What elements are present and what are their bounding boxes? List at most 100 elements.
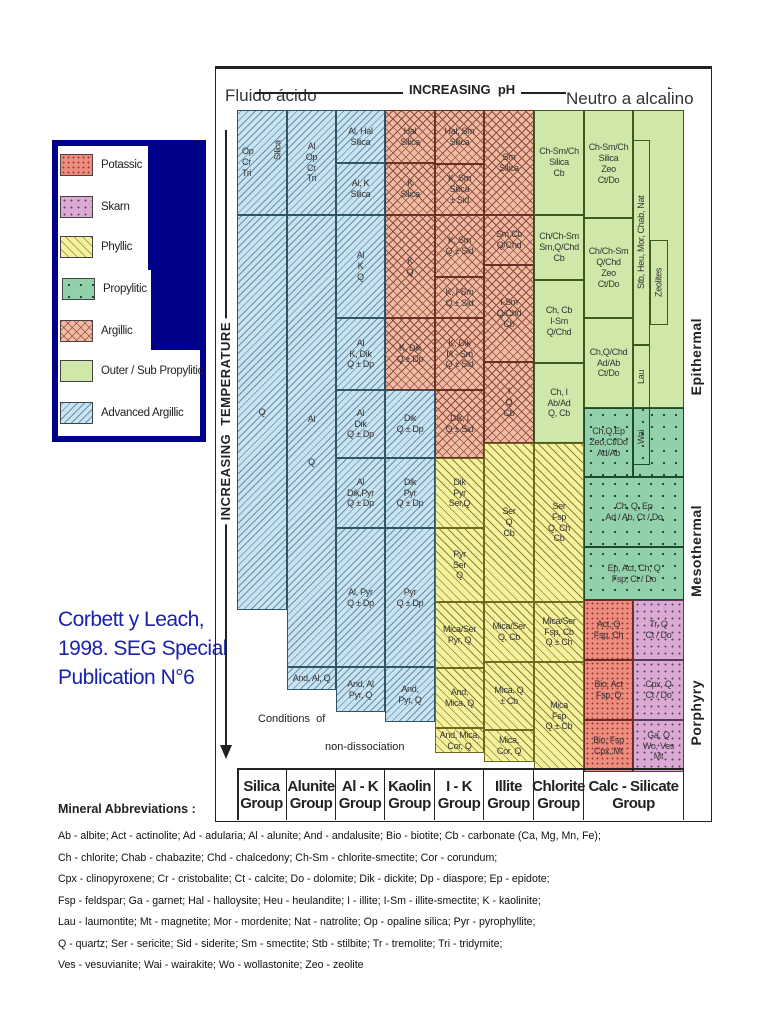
abbreviation-line: Ab - albite; Act - actinolite; Ad - adul… <box>58 830 601 842</box>
legend-item: Advanced Argillic <box>60 402 184 424</box>
zone-porphyry: Porphyry <box>688 680 704 746</box>
mineral-cell: Op Cr Tri <box>237 110 287 215</box>
mineral-cell: Silica <box>272 140 283 160</box>
mineral-cell: Cpx, Q Ct / Do <box>633 660 684 720</box>
mineral-cell: Ch, I Ab/Ad Q, Cb <box>534 363 584 443</box>
abbreviation-line: Ves - vesuvianite; Wai - wairakite; Wo -… <box>58 959 364 971</box>
legend-item: Skarn <box>60 196 130 218</box>
mineral-cell: Dik, I Q ± Sid <box>435 390 484 458</box>
mineral-cell: And, Al Pyr, Q <box>336 667 385 712</box>
mineral-cell: Q <box>237 215 287 610</box>
abbreviation-line: Cpx - clinopyroxene; Cr - cristobalite; … <box>58 873 550 885</box>
legend-label: Advanced Argillic <box>101 407 184 419</box>
group-header: Calc - Silicate Group <box>584 768 684 820</box>
mineral-cell: Al, Hal Silica <box>336 110 385 163</box>
legend-label: Propylitic <box>103 283 147 295</box>
mineral-cell: Ch,Q/Chd Ad/Ab Ct/Do <box>584 318 633 408</box>
mineral-cell: I-Sm Q/Chd Cb <box>484 265 534 362</box>
mineral-cell: Ep, Act, Ch, Q Fsp, Ct / Do <box>584 547 684 600</box>
mineral-cell: Al Dik Q ± Dp <box>336 390 385 458</box>
abbreviation-line: Ch - chlorite; Chab - chabazite; Chd - c… <box>58 851 498 864</box>
mineral-cell: Ch, Q, Ep Ad / Ab, Ct / Do <box>584 477 684 547</box>
header-left-label: Fluido ácido <box>225 86 317 105</box>
mineral-cell: Hal, Sm Silica <box>435 110 484 164</box>
mineral-cell: Pyr Ser Q <box>435 528 484 602</box>
mineral-cell: And, Al, Q <box>287 667 336 690</box>
abbreviation-line: Lau - laumontite; Mt - magnetite; Mor - … <box>58 916 536 928</box>
mineral-cell: Mica/Ser Pyr, Q <box>435 602 484 668</box>
mineral-cell: K Q <box>385 215 435 318</box>
abbreviation-line: Q - quartz; Ser - sericite; Sid - sideri… <box>58 937 503 950</box>
mineral-cell: Mica/Ser Fsp, Cb Q ± Ch <box>534 602 584 662</box>
mineral-cell: Bio, Act Fsp, Q <box>584 660 633 720</box>
legend-label: Skarn <box>101 201 130 213</box>
mineral-cell: Hal Silica <box>385 110 435 163</box>
conditions-label: Conditions of <box>258 713 326 725</box>
mineral-cell: Sm Silica <box>484 110 534 215</box>
legend-swatch <box>60 196 93 218</box>
mineral-cell: K, Sm Q ± Sid <box>435 215 484 277</box>
mineral-cell: And, Mica, Cor, Q <box>435 728 484 753</box>
mineral-cell: Ch/Ch-Sm Sm,Q/Chd Cb <box>534 215 584 280</box>
mineral-cell: Al Q <box>287 215 336 667</box>
legend-label: Outer / Sub Propylitic <box>101 365 204 377</box>
group-header: Alunite Group <box>287 768 336 820</box>
mineral-cell: Tr, Q Ct / Do <box>633 600 684 660</box>
mineral-cell: Lau <box>633 345 650 408</box>
mineral-cell: Al K, Dik Q ± Dp <box>336 318 385 390</box>
legend-swatch <box>60 236 93 258</box>
mineral-cell: Dik Q ± Dp <box>385 390 435 458</box>
mineral-cell: Sm,Cb Q/Chd <box>484 215 534 265</box>
mineral-cell: Ch-Sm/Ch Silica Cb <box>534 110 584 215</box>
mineral-cell: I Q Cb <box>484 362 534 443</box>
legend-label: Argillic <box>101 325 133 337</box>
legend: Potassic Skarn Phyllic Propylitic Argillic Ou… <box>52 140 206 442</box>
group-header: Illite Group <box>484 768 534 820</box>
mineral-cell: Al Dik,Pyr Q ± Dp <box>336 458 385 528</box>
mineral-cell: K, Sm Silica ± Sid <box>435 164 484 215</box>
legend-label: Phyllic <box>101 241 133 253</box>
mineral-cell: Ch-Sm/Ch Silica Zeo Ct/Do <box>584 110 633 218</box>
legend-label: Potassic <box>101 159 143 171</box>
group-header: I - K Group <box>435 768 484 820</box>
mineral-cell: Mica, Q ± Cb <box>484 662 534 730</box>
mineral-cell: Mica Fsp Q ± Cb <box>534 662 584 770</box>
mineral-cell: Al, Pyr Q ± Dp <box>336 528 385 667</box>
mineral-cell: Ser Q Cb <box>484 443 534 602</box>
legend-item: Outer / Sub Propylitic <box>60 360 203 382</box>
mineral-cell: K Silica <box>385 163 435 215</box>
legend-swatch <box>60 154 93 176</box>
mineral-cell: Al Op Cr Tri <box>287 110 336 215</box>
zone-epithermal: Epithermal <box>688 318 704 396</box>
abbreviations-list: Ab - albite; Act - actinolite; Ad - adul… <box>58 826 748 977</box>
mineral-cell: Ga, Q Wo, Ves Mt <box>633 720 684 772</box>
mineral-cell: And, Pyr, Q <box>385 667 435 722</box>
zone-mesothermal: Mesothermal <box>688 505 704 597</box>
mineral-cell: Stb, Heu, Mor, Chab, Nat <box>633 140 650 345</box>
legend-item: Potassic <box>60 154 142 176</box>
legend-swatch <box>62 278 95 300</box>
mineral-cell: Ch,Q,Ep Zeo,Ct/Do Ad/Ab <box>584 408 633 477</box>
mineral-cell: And, Mica, Q <box>435 668 484 728</box>
temperature-arrow-head-icon <box>220 745 232 759</box>
y-axis-label: INCREASING TEMPERATURE <box>218 318 233 525</box>
group-header: Silica Group <box>237 768 287 820</box>
abbreviations-title: Mineral Abbreviations : <box>58 802 196 816</box>
diagram-frame <box>215 66 712 822</box>
legend-swatch <box>60 402 93 424</box>
group-header: Kaolin Group <box>385 768 435 820</box>
legend-item: Propylitic <box>62 278 147 300</box>
abbreviation-line: Fsp - feldspar; Ga - garnet; Hal - hallo… <box>58 894 541 907</box>
mineral-cell: Act, Q Fsp, Ch <box>584 600 633 660</box>
header-center-label: INCREASING pH <box>403 82 522 97</box>
legend-swatch <box>60 320 93 342</box>
mineral-cell: Dik Pyr Ser,Q <box>435 458 484 528</box>
group-header: Al - K Group <box>336 768 385 820</box>
legend-item: Argillic <box>60 320 133 342</box>
legend-item: Phyllic <box>60 236 132 258</box>
mineral-cell: Zeolites <box>650 240 668 325</box>
mineral-cell: Al K Q <box>336 215 385 318</box>
group-header: Chlorite Group <box>532 768 585 820</box>
mineral-cell: K, I-Sm Q ± Sid <box>435 277 484 318</box>
citation: Corbett y Leach, 1998. SEG Special Publi… <box>58 608 227 689</box>
